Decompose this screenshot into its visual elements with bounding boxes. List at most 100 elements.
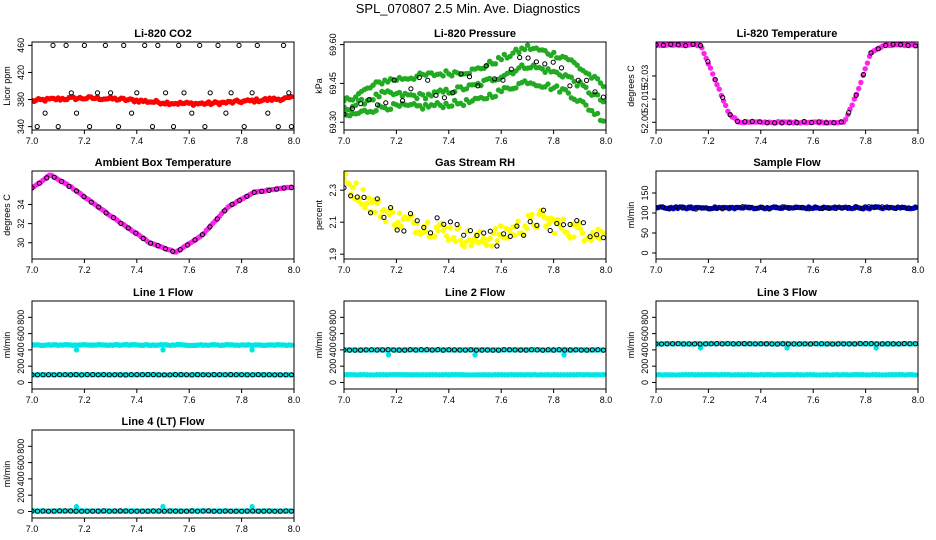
data-point xyxy=(706,206,712,212)
x-tick-label: 7.2 xyxy=(78,395,91,405)
chart-title-rh: Gas Stream RH xyxy=(435,157,515,169)
data-point xyxy=(288,342,294,348)
chart-panel-line1: Line 1 Flow ml/min 7.0 7.2 7.4 7.6 7.8 8.0 0 200 4… xyxy=(2,287,300,405)
data-point xyxy=(250,372,256,378)
data-point xyxy=(487,228,493,234)
data-point xyxy=(125,225,131,231)
data-point xyxy=(73,508,79,514)
data-point xyxy=(556,89,563,95)
data-point xyxy=(155,242,161,249)
data-point xyxy=(525,55,531,61)
data-point xyxy=(407,211,414,217)
data-point xyxy=(600,83,606,90)
x-tick-label: 7.0 xyxy=(650,136,663,146)
chart-title-pressure: Li-820 Pressure xyxy=(434,28,516,40)
x-tick-label: 7.6 xyxy=(183,136,196,146)
data-point xyxy=(228,90,234,96)
data-point xyxy=(686,341,692,347)
x-tick-label: 7.0 xyxy=(26,136,39,146)
y-tick-label: 200 xyxy=(328,359,338,374)
data-point xyxy=(401,228,407,234)
data-point xyxy=(385,352,392,358)
data-point xyxy=(483,63,489,69)
data-point xyxy=(236,42,242,49)
y-tick-label: 0 xyxy=(328,380,338,385)
data-point xyxy=(446,347,452,353)
data-point xyxy=(84,508,90,514)
data-point xyxy=(172,508,179,514)
data-point xyxy=(396,89,403,96)
chart-panel-licor_temp: Li-820 Temperature degrees C 7.0 7.2 7.4 7.6 7… xyxy=(626,28,924,146)
data-point xyxy=(443,86,449,93)
data-point xyxy=(819,341,825,347)
data-point xyxy=(774,341,781,347)
data-point xyxy=(228,372,234,378)
data-point xyxy=(524,225,530,232)
x-tick-label: 7.0 xyxy=(26,524,39,534)
data-point xyxy=(348,193,354,199)
data-point xyxy=(785,341,792,347)
data-point xyxy=(440,347,446,353)
x-tick-label: 8.0 xyxy=(288,524,301,534)
x-tick-label: 7.0 xyxy=(650,265,663,275)
data-point xyxy=(368,210,374,216)
data-point xyxy=(383,218,389,225)
data-point xyxy=(587,234,593,240)
data-point xyxy=(353,102,359,109)
data-point xyxy=(747,341,753,347)
data-point xyxy=(561,352,567,358)
data-point xyxy=(533,59,540,65)
x-tick-label: 7.6 xyxy=(807,136,820,146)
data-point xyxy=(575,77,581,83)
x-tick-label: 7.2 xyxy=(390,136,403,146)
data-point xyxy=(501,51,507,58)
data-point xyxy=(363,200,370,207)
data-point xyxy=(254,42,260,49)
data-point xyxy=(883,42,889,49)
chart-panel-rh: Gas Stream RH percent 7.0 7.2 7.4 7.6 7.8 8.0 1.… xyxy=(314,157,612,275)
data-point xyxy=(586,71,592,77)
data-point xyxy=(431,233,438,240)
data-point xyxy=(178,372,184,378)
data-point xyxy=(905,42,911,49)
data-point xyxy=(255,508,261,514)
data-point xyxy=(425,77,431,83)
y-tick-label: 600 xyxy=(16,326,26,341)
data-point xyxy=(421,224,427,231)
y-tick-label: 100 xyxy=(640,205,650,220)
data-point xyxy=(457,237,464,244)
data-point xyxy=(658,341,665,347)
data-point xyxy=(592,89,598,95)
data-point xyxy=(468,347,474,353)
series-licor_temp-0 xyxy=(656,42,918,126)
data-point xyxy=(422,95,429,102)
data-point xyxy=(449,73,455,79)
data-point xyxy=(809,120,815,126)
series-pressure-0 xyxy=(344,42,606,104)
data-point xyxy=(388,205,394,211)
data-point xyxy=(879,341,885,347)
data-point xyxy=(584,347,590,353)
data-point xyxy=(514,223,520,229)
chart-title-line3: Line 3 Flow xyxy=(757,287,817,299)
data-point xyxy=(567,347,573,353)
data-point xyxy=(719,206,726,212)
data-point xyxy=(484,242,490,249)
x-tick-label: 7.2 xyxy=(78,265,91,275)
data-point xyxy=(700,205,706,211)
series-line1-0 xyxy=(32,341,294,353)
data-point xyxy=(434,215,440,221)
data-point xyxy=(708,341,714,347)
data-point xyxy=(259,188,265,194)
data-point xyxy=(864,60,871,66)
data-point xyxy=(739,204,746,210)
data-point xyxy=(859,205,865,211)
data-point xyxy=(414,95,420,102)
data-point xyxy=(580,99,586,105)
data-point xyxy=(683,43,689,49)
data-point xyxy=(890,341,896,347)
data-point xyxy=(529,347,535,353)
y-axis-label-line4: ml/min xyxy=(2,461,12,488)
data-point xyxy=(709,71,716,77)
data-point xyxy=(170,248,176,254)
